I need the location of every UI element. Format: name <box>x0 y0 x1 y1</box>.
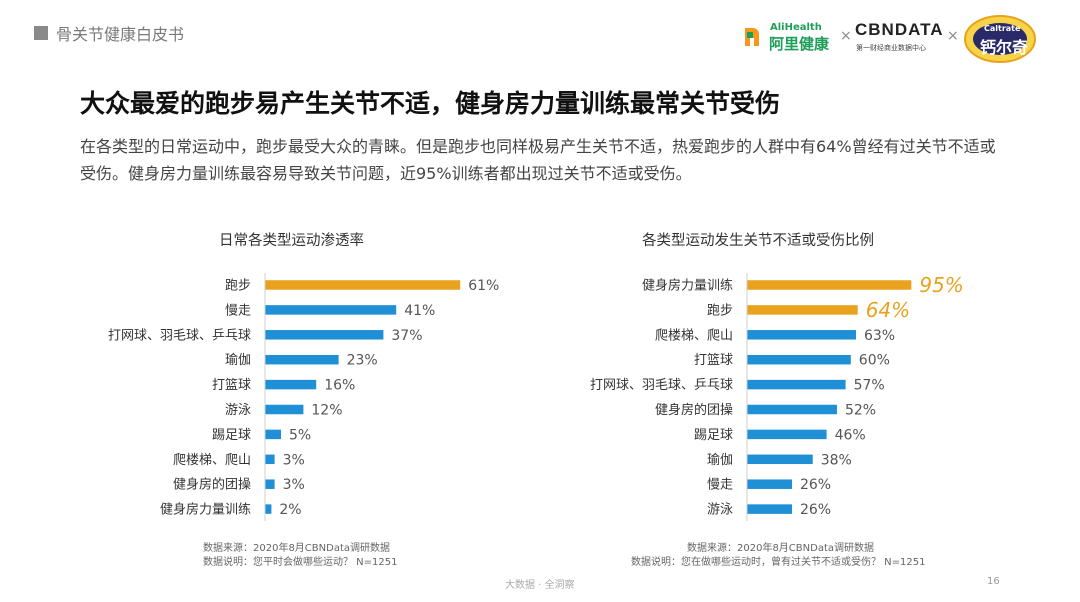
times-sign: × <box>840 28 852 44</box>
footer-brand: 大数据 · 全洞察 <box>505 580 575 591</box>
left-bar <box>265 354 339 365</box>
left-bar <box>265 454 275 465</box>
right-bar <box>747 330 856 340</box>
alihealth-cn: 阿里健康 <box>769 35 830 53</box>
left-value-label: 3% <box>283 452 305 468</box>
right-value-label: 52% <box>845 403 876 419</box>
cbndata-logo: CBNDATA 第一财经商业数据中心 <box>855 20 945 56</box>
right-value-label: 57% <box>854 378 885 394</box>
chart-left-source-note: 数据来源：2020年8月CBNData调研数据 <box>203 543 391 554</box>
left-bar <box>265 305 397 315</box>
left-bar <box>265 280 461 290</box>
right-category-label: 瑜伽 <box>707 453 733 468</box>
right-bar <box>747 305 858 315</box>
left-value-label: 37% <box>391 328 422 344</box>
left-value-label: 23% <box>347 353 378 369</box>
left-value-label: 5% <box>289 427 311 443</box>
right-value-label: 46% <box>835 427 866 443</box>
left-bar <box>265 504 272 514</box>
chart-right-title: 各类型运动发生关节不适或受伤比例 <box>642 233 874 249</box>
chart-right-notes: 数据来源：2020年8月CBNData调研数据 数据说明：您在做哪些运动时，曾有… <box>631 542 926 570</box>
partner-logos: AliHealth 阿里健康 × CBNDATA 第一财经商业数据中心 × Ca… <box>742 12 1052 66</box>
chart-left-title: 日常各类型运动渗透率 <box>219 233 364 249</box>
page-number: 16 <box>987 576 1000 587</box>
left-value-label: 41% <box>404 303 435 319</box>
left-category-label: 慢走 <box>225 302 251 318</box>
right-value-label: 26% <box>800 477 831 493</box>
left-bar <box>265 479 275 489</box>
right-value-label: 95% <box>919 273 963 297</box>
right-bar <box>747 404 837 415</box>
caltrate-badge-shape <box>964 15 1036 63</box>
left-category-label: 爬楼梯、爬山 <box>173 453 251 468</box>
caltrate-en: Caltrate <box>984 24 1021 33</box>
left-category-label: 跑步 <box>225 279 251 294</box>
right-category-label: 打网球、羽毛球、乒乓球 <box>590 378 733 393</box>
right-category-label: 健身房力量训练 <box>642 278 733 294</box>
left-category-label: 瑜伽 <box>225 353 251 368</box>
left-value-label: 2% <box>279 502 301 518</box>
left-category-label: 打篮球 <box>212 378 251 393</box>
right-category-label: 游泳 <box>707 503 733 518</box>
right-category-label: 爬楼梯、爬山 <box>655 328 733 343</box>
header-square-mark <box>34 26 48 40</box>
times-sign: × <box>947 28 959 44</box>
left-value-label: 16% <box>324 378 355 394</box>
alihealth-logo-icon <box>745 28 759 46</box>
alihealth-logo: AliHealth 阿里健康 <box>742 20 837 56</box>
right-category-label: 打篮球 <box>694 353 733 368</box>
page-description: 在各类型的日常运动中，跑步最受大众的青睐。但是跑步也同样极易产生关节不适，热爱跑… <box>80 137 996 183</box>
right-bar <box>747 280 912 290</box>
left-category-label: 游泳 <box>225 403 251 418</box>
left-bar <box>265 330 384 340</box>
alihealth-en: AliHealth <box>770 22 822 33</box>
left-category-label: 健身房力量训练 <box>160 502 251 518</box>
right-category-label: 跑步 <box>707 303 733 318</box>
cbndata-name: CBNDATA <box>855 20 944 39</box>
right-value-label: 38% <box>821 452 852 468</box>
right-category-label: 健身房的团操 <box>655 402 733 418</box>
right-bar <box>747 479 792 489</box>
chart-left-notes: 数据来源：2020年8月CBNData调研数据 数据说明：您平时会做哪些运动？ … <box>203 542 398 570</box>
caltrate-logo: Caltrate 钙尔奇 <box>962 12 1040 64</box>
chart-right-explain-note: 数据说明：您在做哪些运动时，曾有过关节不适或受伤？ N=1251 <box>631 557 926 568</box>
right-bar <box>747 379 846 390</box>
cbndata-sub: 第一财经商业数据中心 <box>856 44 926 52</box>
left-category-label: 打网球、羽毛球、乒乓球 <box>108 328 251 343</box>
left-value-label: 3% <box>283 477 305 493</box>
left-value-label: 12% <box>311 403 342 419</box>
left-bar <box>265 429 281 440</box>
chart-left-explain-note: 数据说明：您平时会做哪些运动？ N=1251 <box>203 557 398 568</box>
chart-right-source-note: 数据来源：2020年8月CBNData调研数据 <box>687 543 875 554</box>
right-category-label: 慢走 <box>707 477 733 493</box>
left-category-label: 踢足球 <box>212 428 251 443</box>
caltrate-cn: 钙尔奇 <box>980 38 1029 57</box>
right-category-label: 踢足球 <box>694 428 733 443</box>
right-value-label: 26% <box>800 502 831 518</box>
left-bar <box>265 379 317 390</box>
report-title: 骨关节健康白皮书 <box>56 25 185 44</box>
left-bar <box>265 404 304 415</box>
right-bar <box>747 454 813 465</box>
left-category-label: 健身房的团操 <box>173 477 251 493</box>
right-bar <box>747 429 827 440</box>
left-value-label: 61% <box>468 278 499 294</box>
right-bar <box>747 504 792 514</box>
page-headline: 大众最爱的跑步易产生关节不适，健身房力量训练最常关节受伤 <box>80 89 781 118</box>
right-value-label: 64% <box>866 298 910 322</box>
right-bar <box>747 354 851 365</box>
right-value-label: 63% <box>864 328 895 344</box>
right-value-label: 60% <box>859 353 890 369</box>
